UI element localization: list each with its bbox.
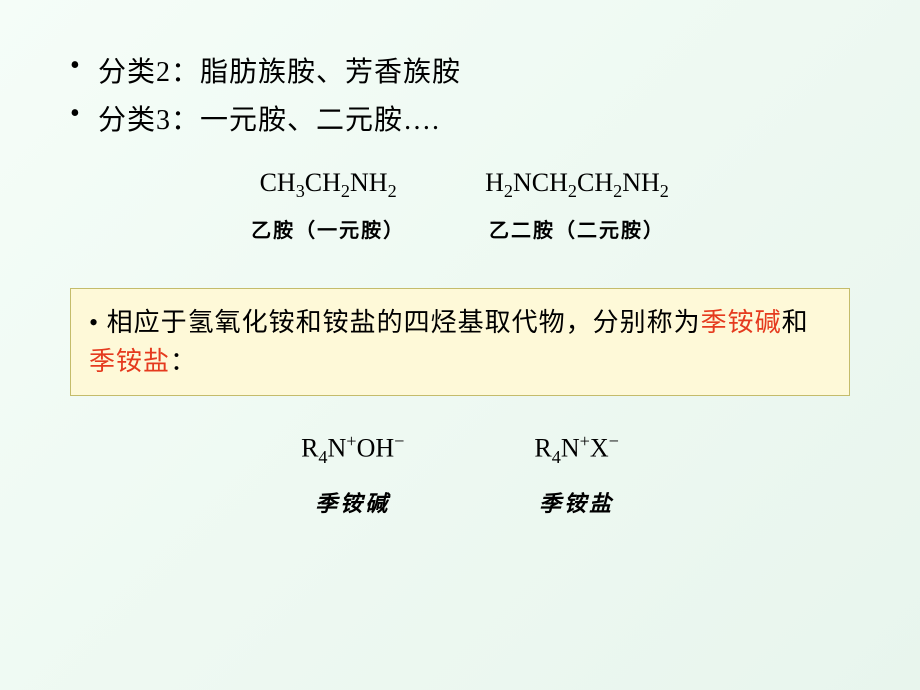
formula-col: R4N+OH− 季铵碱 xyxy=(301,431,404,518)
callout-text: 和 xyxy=(782,308,809,337)
callout-red: 季铵碱 xyxy=(701,308,782,337)
formula-label: 季铵盐 xyxy=(534,486,619,518)
bullet-text: 一元胺、二元胺…. xyxy=(200,105,440,136)
callout-bullet: • xyxy=(89,308,107,337)
chemical-formula: CH3CH2NH2 xyxy=(251,168,405,202)
bullet-prefix: 分类2： xyxy=(98,57,200,88)
formula-col: CH3CH2NH2 乙胺（一元胺） xyxy=(251,168,405,243)
formula-label: 季铵碱 xyxy=(301,486,404,518)
chemical-formula: H2NCH2CH2NH2 xyxy=(485,168,669,202)
bullet-item: 分类3：一元胺、二元胺…. xyxy=(70,98,850,138)
bullet-list: 分类2：脂肪族胺、芳香族胺 分类3：一元胺、二元胺…. xyxy=(70,50,850,138)
callout-text: 相应于氢氧化铵和铵盐的四烃基取代物，分别称为 xyxy=(107,308,701,337)
callout-red: 季铵盐 xyxy=(89,347,170,376)
formula-label: 乙胺（一元胺） xyxy=(251,214,405,243)
chemical-formula: R4N+OH− xyxy=(301,431,404,468)
formula-col: R4N+X− 季铵盐 xyxy=(534,431,619,518)
slide: 分类2：脂肪族胺、芳香族胺 分类3：一元胺、二元胺…. CH3CH2NH2 乙胺… xyxy=(0,0,920,558)
formula-col: H2NCH2CH2NH2 乙二胺（二元胺） xyxy=(485,168,669,243)
callout-box: • 相应于氢氧化铵和铵盐的四烃基取代物，分别称为季铵碱和季铵盐： xyxy=(70,288,850,396)
formula-row-1: CH3CH2NH2 乙胺（一元胺） H2NCH2CH2NH2 乙二胺（二元胺） xyxy=(70,168,850,243)
bullet-prefix: 分类3： xyxy=(98,105,200,136)
bullet-item: 分类2：脂肪族胺、芳香族胺 xyxy=(70,50,850,90)
callout-text: ： xyxy=(170,347,197,376)
bullet-text: 脂肪族胺、芳香族胺 xyxy=(200,57,461,88)
formula-label: 乙二胺（二元胺） xyxy=(485,214,669,243)
chemical-formula: R4N+X− xyxy=(534,431,619,468)
formula-row-2: R4N+OH− 季铵碱 R4N+X− 季铵盐 xyxy=(70,431,850,518)
